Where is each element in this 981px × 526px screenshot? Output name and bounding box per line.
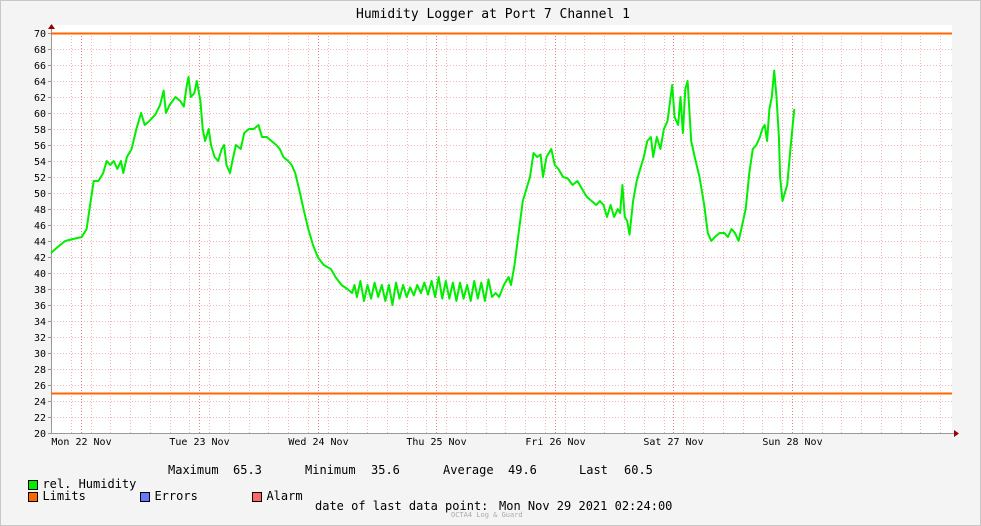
x-tick-label: Mon 22 Nov bbox=[51, 437, 111, 448]
y-tick-label: 26 bbox=[34, 381, 46, 392]
average-value: 49.6 bbox=[508, 463, 537, 477]
humidity-swatch bbox=[28, 479, 39, 490]
y-tick-label: 42 bbox=[34, 253, 46, 264]
y-tick-label: 32 bbox=[34, 333, 46, 344]
legend-errors: Errors bbox=[126, 475, 198, 503]
y-tick-label: 54 bbox=[34, 157, 46, 168]
minimum-label: Minimum bbox=[305, 463, 356, 477]
y-tick-label: 64 bbox=[34, 77, 46, 88]
minimum-value: 35.6 bbox=[371, 463, 400, 477]
x-tick-label: Fri 26 Nov bbox=[525, 437, 585, 448]
x-tick-label: Tue 23 Nov bbox=[169, 437, 229, 448]
y-tick-label: 46 bbox=[34, 221, 46, 232]
legend-alarm: Alarm bbox=[238, 475, 303, 503]
limits-swatch bbox=[28, 491, 39, 502]
maximum-label: Maximum bbox=[168, 463, 219, 477]
limit-layer bbox=[51, 32, 952, 395]
plot-area bbox=[51, 25, 952, 434]
y-tick-label: 60 bbox=[34, 109, 46, 120]
errors-swatch bbox=[140, 491, 151, 502]
errors-legend-label: Errors bbox=[154, 489, 198, 503]
y-tick-label: 52 bbox=[34, 173, 46, 184]
x-tick-label: Sat 27 Nov bbox=[643, 437, 703, 448]
y-tick-label: 38 bbox=[34, 285, 46, 296]
y-tick-label: 24 bbox=[34, 397, 46, 408]
y-tick-label: 48 bbox=[34, 205, 46, 216]
y-tick-label: 34 bbox=[34, 317, 46, 328]
y-tick-label: 30 bbox=[34, 349, 46, 360]
x-tick-label: Wed 24 Nov bbox=[288, 437, 348, 448]
x-axis-arrow-icon bbox=[954, 430, 959, 437]
y-tick-label: 50 bbox=[34, 189, 46, 200]
average-label: Average bbox=[443, 463, 494, 477]
y-tick-label: 62 bbox=[34, 93, 46, 104]
y-axis-arrow-icon bbox=[48, 24, 55, 29]
series-line-humidity bbox=[50, 69, 796, 306]
y-tick-label: 40 bbox=[34, 269, 46, 280]
last-value: 60.5 bbox=[624, 463, 653, 477]
y-tick-label: 56 bbox=[34, 141, 46, 152]
series-layer bbox=[50, 69, 796, 306]
legend-limits: Limits bbox=[14, 475, 86, 503]
last-label: Last bbox=[579, 463, 608, 477]
axis-layer: 20 22 24 26 28 30 32 34 36 38 40 42 44 46 48 50 52 54 56 58… bbox=[34, 24, 959, 448]
alarm-swatch bbox=[252, 491, 263, 502]
y-tick-label: 70 bbox=[34, 29, 46, 40]
alarm-legend-label: Alarm bbox=[266, 489, 303, 503]
x-tick-label: Thu 25 Nov bbox=[406, 437, 466, 448]
humidity-legend-label: rel. Humidity bbox=[42, 477, 137, 491]
chart-title: Humidity Logger at Port 7 Channel 1 bbox=[356, 7, 630, 22]
y-tick-label: 66 bbox=[34, 61, 46, 72]
maximum-value: 65.3 bbox=[233, 463, 262, 477]
limits-legend-label: Limits bbox=[42, 489, 86, 503]
y-tick-label: 44 bbox=[34, 237, 46, 248]
y-tick-label: 36 bbox=[34, 301, 46, 312]
legend-row-1: rel. Humidity bbox=[14, 463, 136, 491]
x-tick-label: Sun 28 Nov bbox=[762, 437, 822, 448]
y-tick-label: 20 bbox=[34, 429, 46, 440]
y-tick-label: 22 bbox=[34, 413, 46, 424]
last-data-label: date of last data point: bbox=[315, 499, 489, 513]
last-data-value: Mon Nov 29 2021 02:24:00 bbox=[499, 499, 673, 513]
y-tick-label: 58 bbox=[34, 125, 46, 136]
y-tick-label: 68 bbox=[34, 45, 46, 56]
y-tick-label: 28 bbox=[34, 365, 46, 376]
watermark: OCTA4 Log & Guard bbox=[451, 511, 523, 519]
